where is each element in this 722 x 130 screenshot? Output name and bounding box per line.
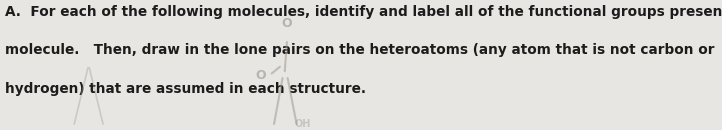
Text: hydrogen) that are assumed in each structure.: hydrogen) that are assumed in each struc… <box>5 82 366 96</box>
Text: O: O <box>255 69 266 82</box>
Text: O: O <box>282 17 292 30</box>
Text: OH: OH <box>295 119 311 129</box>
Text: A.  For each of the following molecules, identify and label all of the functiona: A. For each of the following molecules, … <box>5 5 722 19</box>
Text: molecule.   Then, draw in the lone pairs on the heteroatoms (any atom that is no: molecule. Then, draw in the lone pairs o… <box>5 43 714 57</box>
